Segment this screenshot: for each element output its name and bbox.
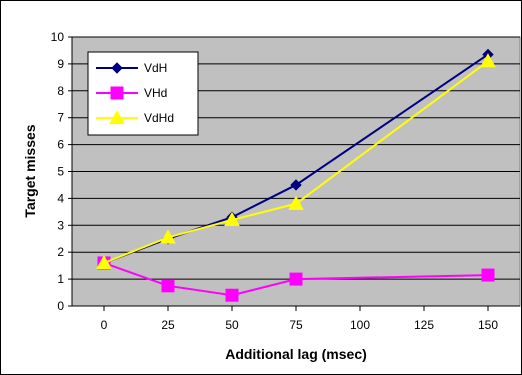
data-point bbox=[481, 268, 495, 282]
x-tick-label: 50 bbox=[225, 318, 239, 332]
y-axis-title: Target misses bbox=[22, 124, 38, 217]
y-tick-label: 5 bbox=[57, 165, 64, 179]
y-tick-label: 2 bbox=[57, 245, 64, 259]
legend-marker bbox=[111, 62, 123, 74]
y-tick-label: 3 bbox=[57, 218, 64, 232]
legend-marker bbox=[109, 109, 125, 125]
axes bbox=[68, 36, 520, 311]
y-tick-label: 9 bbox=[57, 57, 64, 71]
y-tick-labels: 0 1 2 3 4 5 6 7 8 9 10 bbox=[51, 30, 65, 313]
data-point bbox=[288, 195, 304, 210]
data-point bbox=[480, 53, 496, 68]
x-axis-title: Additional lag (msec) bbox=[225, 346, 367, 362]
legend-marker bbox=[110, 86, 124, 100]
x-tick-label: 125 bbox=[414, 318, 434, 332]
data-point bbox=[160, 229, 176, 244]
data-point bbox=[96, 254, 112, 270]
data-point bbox=[225, 288, 239, 302]
data-point bbox=[161, 279, 175, 293]
series-layer bbox=[96, 48, 496, 302]
x-tick-label: 75 bbox=[289, 318, 303, 332]
y-tick-label: 0 bbox=[57, 299, 64, 313]
gridlines bbox=[72, 36, 520, 280]
x-tick-labels: 0 25 50 75 100 125 150 bbox=[101, 318, 499, 332]
x-tick-label: 0 bbox=[101, 318, 108, 332]
y-tick-label: 4 bbox=[57, 191, 64, 205]
y-tick-label: 8 bbox=[57, 84, 64, 98]
data-point bbox=[224, 211, 240, 227]
legend-entry: VdHd bbox=[96, 109, 174, 125]
legend: VdH VHd VdHd bbox=[87, 51, 199, 136]
x-tick-label: 150 bbox=[478, 318, 498, 332]
legend-label: VHd bbox=[144, 86, 167, 100]
legend-label: VdHd bbox=[144, 111, 174, 125]
y-tick-label: 6 bbox=[57, 138, 64, 152]
legend-entry: VdH bbox=[96, 61, 167, 75]
x-tick-label: 100 bbox=[350, 318, 370, 332]
x-tick-label: 25 bbox=[161, 318, 175, 332]
y-tick-label: 1 bbox=[57, 272, 64, 286]
legend-entry: VHd bbox=[96, 86, 167, 100]
series-vdhd bbox=[96, 53, 496, 270]
y-tick-label: 7 bbox=[57, 111, 64, 125]
data-point bbox=[290, 179, 302, 191]
legend-label: VdH bbox=[144, 61, 167, 75]
series-vhd bbox=[97, 256, 495, 302]
data-point bbox=[289, 272, 303, 286]
y-tick-label: 10 bbox=[51, 30, 65, 44]
